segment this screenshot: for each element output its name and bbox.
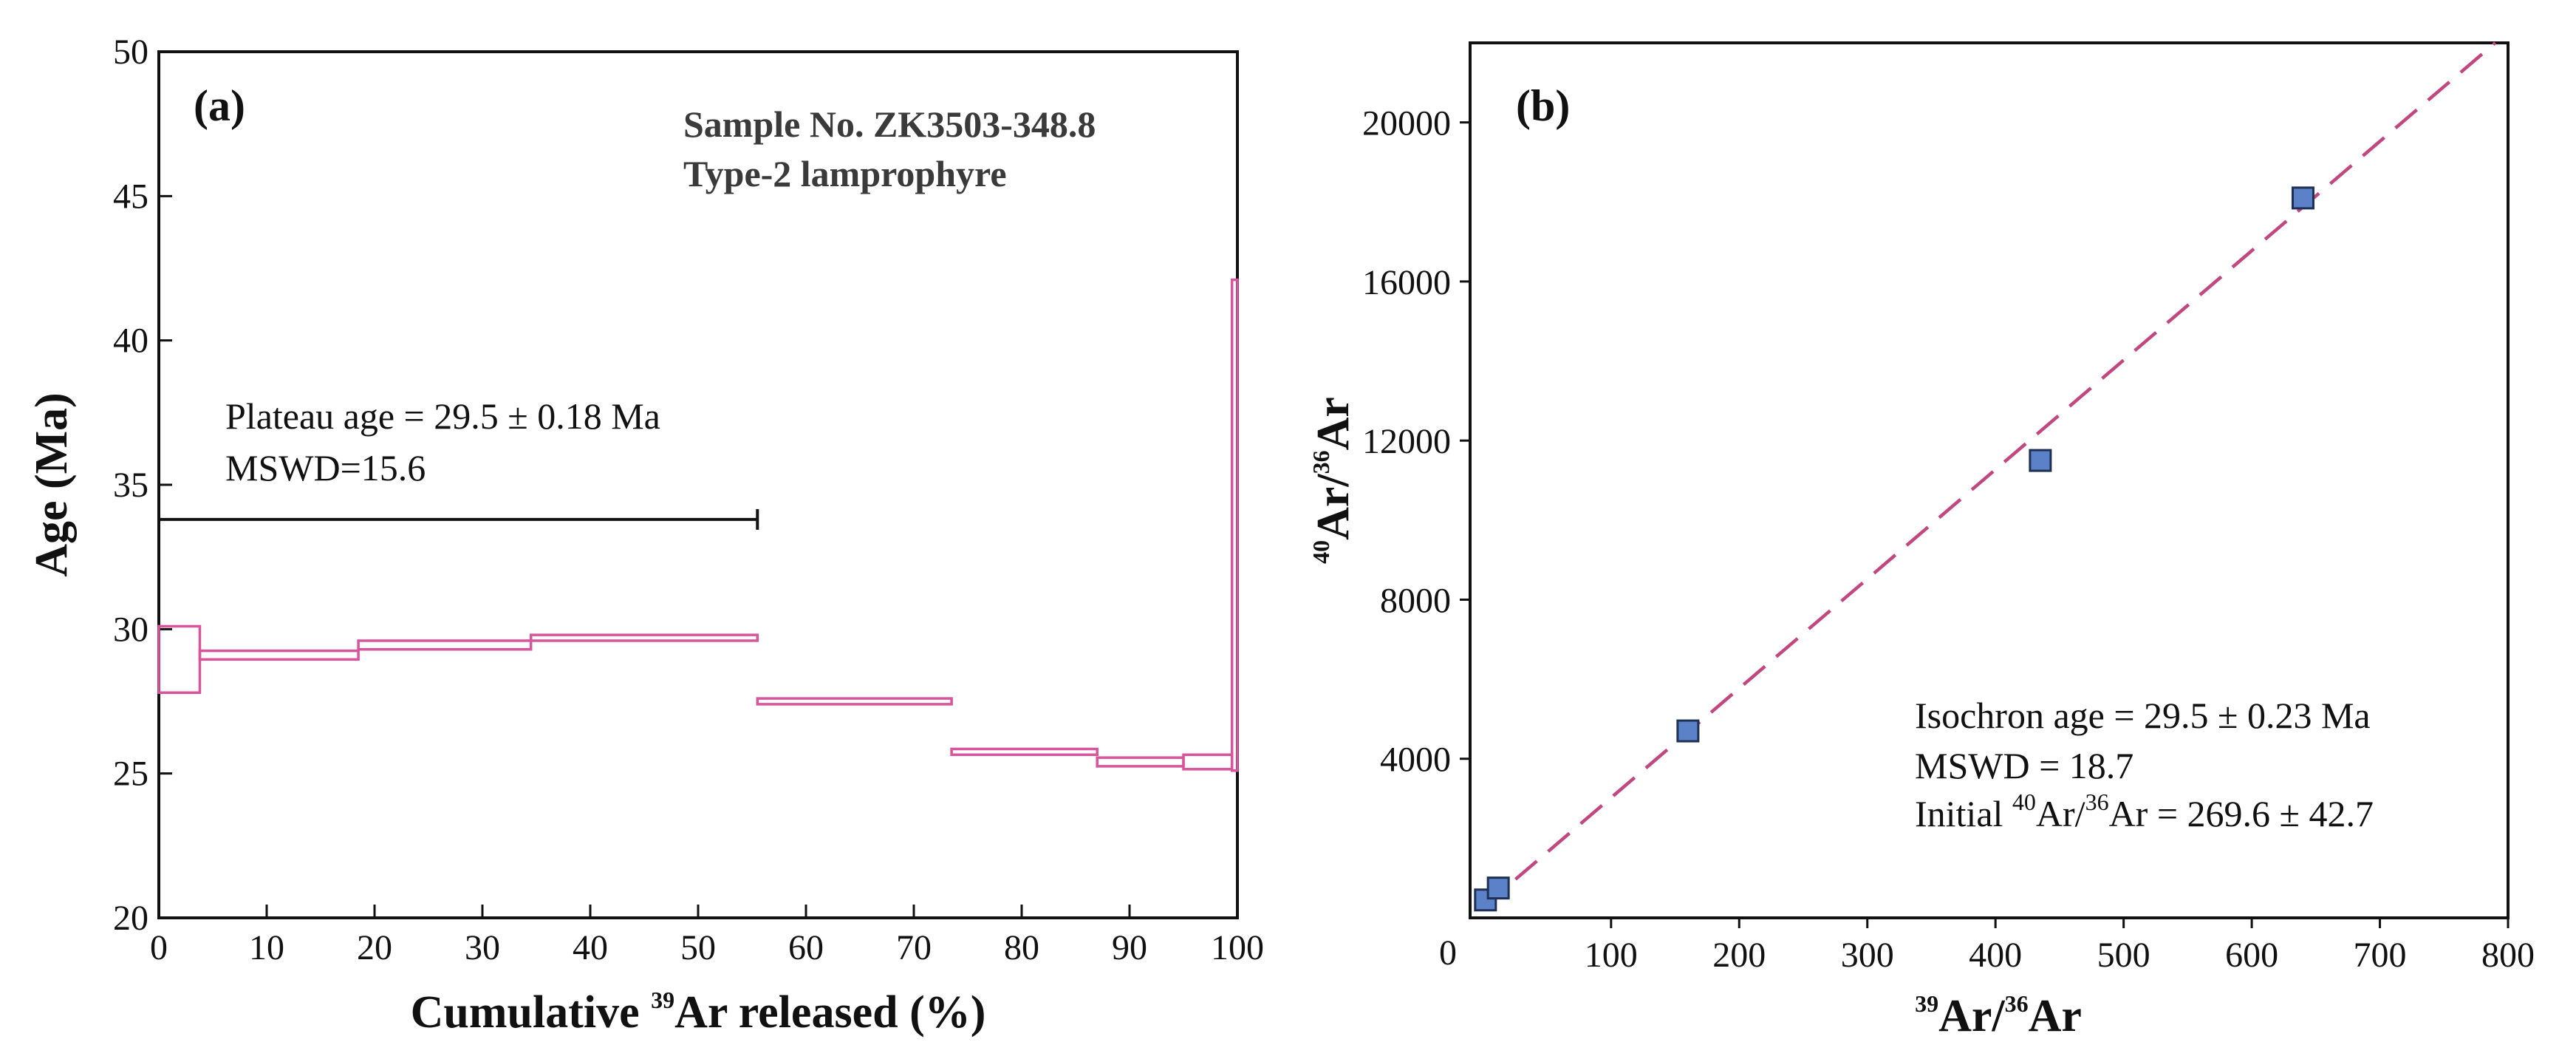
y-tick-label: 20000 [1362,104,1451,143]
x-tick-label: 100 [1585,936,1638,975]
panel-b-label: (b) [1516,81,1570,130]
data-point [2029,449,2052,472]
age-step [157,624,202,695]
y-tick-label: 50 [113,33,148,72]
panel-b-origin-label: 0 [1439,933,1457,973]
panel-b-x-title: 39Ar/36Ar [1915,990,2082,1041]
x-tick-label: 600 [2225,936,2278,975]
x-tick-label: 70 [896,928,932,967]
y-tick-label: 16000 [1362,263,1451,302]
isochron-line [1481,41,2497,909]
panel-b-x-axis: 100 200 300 400 500 600 700 800 [1585,918,2535,975]
panel-b-y-axis: 4000 8000 12000 16000 20000 [1362,104,1470,780]
age-step [198,649,360,661]
x-tick-label: 200 [1712,936,1766,975]
y-tick-label: 30 [113,610,148,649]
age-step [357,639,533,651]
age-step [529,633,759,642]
x-tick-label: 60 [788,928,824,967]
x-tick-label: 0 [150,928,168,967]
panel-a-y-axis: 20 25 30 35 40 45 50 [113,33,172,938]
x-tick-label: 20 [357,928,392,967]
panel-a-label: (a) [194,81,245,130]
age-step [950,747,1099,757]
y-tick-label: 45 [113,177,148,216]
sample-number: Sample No. ZK3503-348.8 [683,103,1096,145]
data-point [1474,888,1497,912]
x-tick-label: 400 [1969,936,2022,975]
panel-b-isochron [1481,41,2497,909]
data-point [1486,876,1510,900]
age-step [756,697,953,706]
x-tick-label: 800 [2481,936,2535,975]
y-tick-label: 40 [113,321,148,361]
sample-type: Type-2 lamprophyre [683,153,1007,194]
y-tick-label: 20 [113,899,148,938]
x-tick-label: 40 [573,928,608,967]
x-tick-label: 500 [2097,936,2150,975]
data-point [2291,186,2314,210]
panel-a-x-title: Cumulative 39Ar released (%) [411,987,986,1038]
plateau-mswd-text: MSWD=15.6 [225,447,426,488]
x-tick-label: 700 [2354,936,2407,975]
y-tick-label: 8000 [1380,581,1451,620]
age-step [1182,753,1234,771]
panel-b-points [1474,186,2314,912]
panel-a-y-title: Age (Ma) [27,392,77,577]
panel-a-plateau [159,508,759,530]
y-tick-label: 25 [113,755,148,794]
plateau-age-text: Plateau age = 29.5 ± 0.18 Ma [225,395,660,437]
age-step [1230,278,1239,772]
initial-ratio-text: Initial 40Ar/36Ar = 269.6 ± 42.7 [1915,789,2374,834]
y-tick-label: 4000 [1380,740,1451,780]
y-tick-label: 35 [113,466,148,505]
age-step [1096,756,1185,768]
panel-a-age-spectrum [157,278,1239,772]
x-tick-label: 100 [1211,928,1264,967]
x-tick-label: 90 [1112,928,1147,967]
x-tick-label: 30 [465,928,500,967]
y-tick-label: 12000 [1362,422,1451,461]
x-tick-label: 80 [1004,928,1039,967]
isochron-age-text: Isochron age = 29.5 ± 0.23 Ma [1915,695,2371,736]
data-point [1676,719,1700,743]
isochron-mswd-text: MSWD = 18.7 [1915,745,2133,786]
panel-b-y-title: 40Ar/36Ar [1308,397,1359,564]
panel-a: 20 25 30 35 40 45 50 0 10 20 30 40 50 60 70 80 90 100 (a… [27,33,1264,1038]
x-tick-label: 10 [249,928,284,967]
panel-b-frame [1469,41,2510,919]
x-tick-label: 300 [1841,936,1894,975]
x-tick-label: 50 [680,928,716,967]
panel-a-x-axis: 0 10 20 30 40 50 60 70 80 90 100 [150,905,1264,967]
